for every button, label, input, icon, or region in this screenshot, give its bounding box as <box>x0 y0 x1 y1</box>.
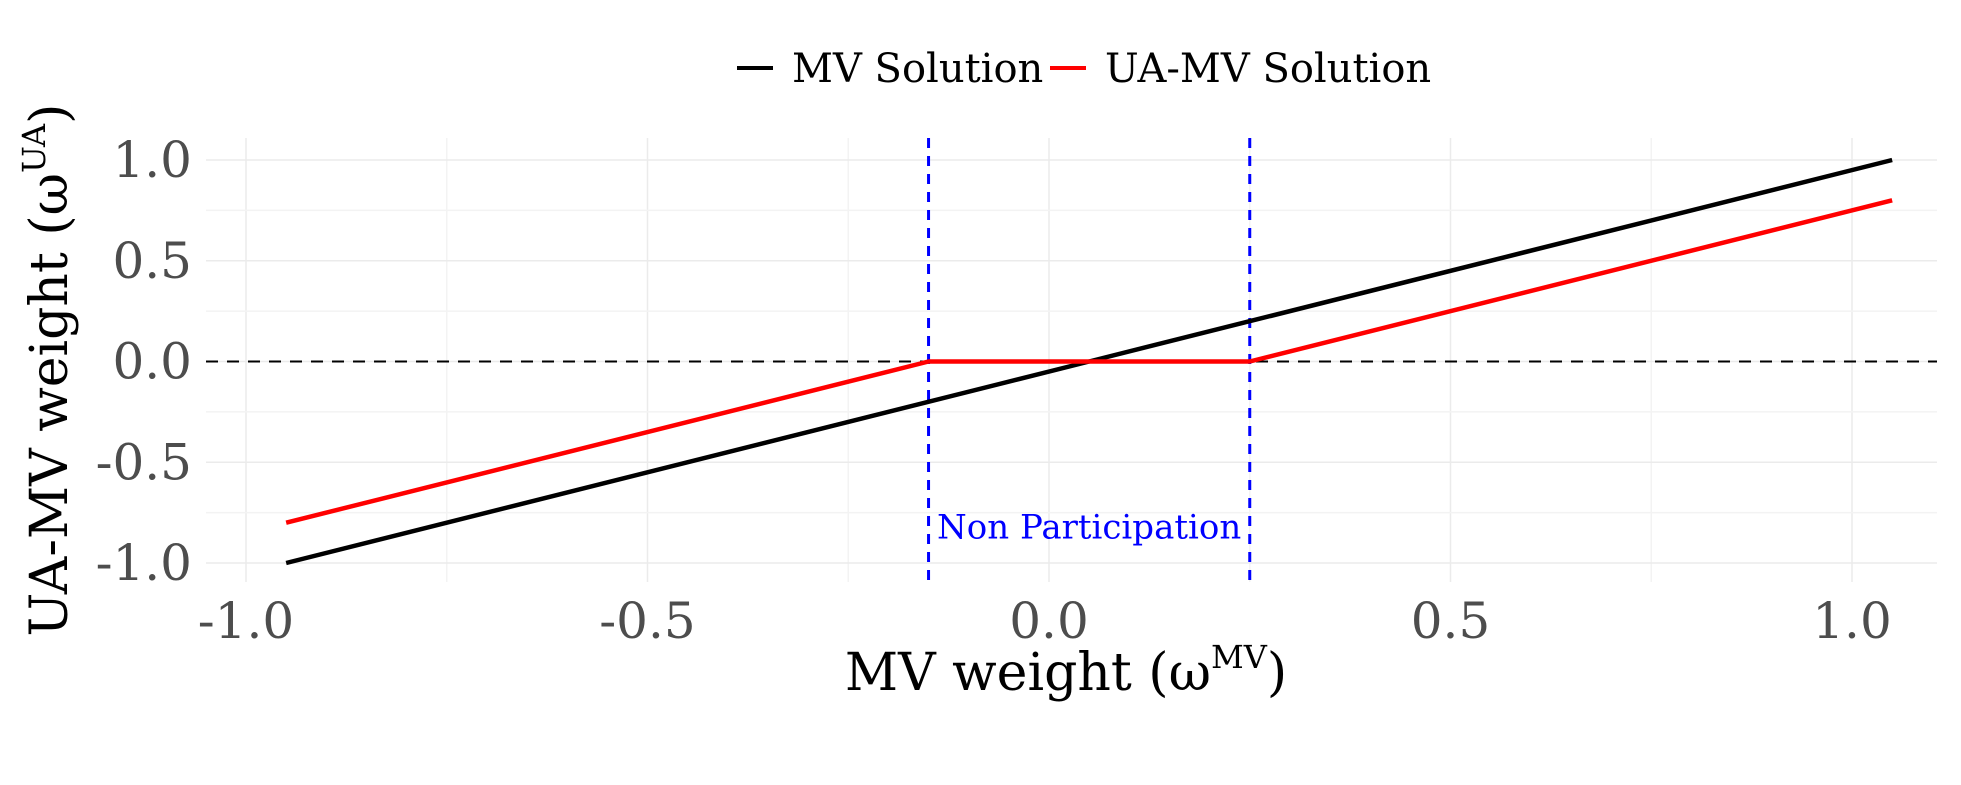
y-axis-ticks: -1.0 -0.5 0.0 0.5 1.0 <box>96 131 192 592</box>
y-tick-label: 0.5 <box>112 232 192 290</box>
y-tick-label: 0.0 <box>112 333 192 391</box>
y-axis-title-sup: UA <box>15 123 53 173</box>
legend-label-ua-mv: UA-MV Solution <box>1105 46 1431 92</box>
x-tick-label: -0.5 <box>599 592 695 650</box>
x-axis-title: MV weight (ωMV) <box>845 638 1287 703</box>
y-axis-title-main: UA-MV weight (ω <box>20 173 80 636</box>
y-axis-title-close: ) <box>20 104 80 124</box>
legend-label-mv: MV Solution <box>792 46 1043 92</box>
y-tick-label: 1.0 <box>112 131 192 189</box>
x-tick-label: -1.0 <box>198 592 294 650</box>
series-line-ua-mv <box>285 198 1893 525</box>
series-lines <box>285 157 1893 566</box>
x-tick-label: 0.5 <box>1411 592 1491 650</box>
x-tick-label: 0.0 <box>1009 592 1089 650</box>
y-tick-label: -1.0 <box>96 534 192 592</box>
y-axis-title: UA-MV weight (ωUA) <box>15 104 80 637</box>
x-axis-title-sup: MV <box>1211 638 1268 676</box>
x-tick-label: 1.0 <box>1812 592 1892 650</box>
legend: MV Solution UA-MV Solution <box>737 46 1431 92</box>
x-axis-title-close: ) <box>1267 643 1287 703</box>
x-axis-title-main: MV weight (ω <box>845 643 1211 703</box>
y-tick-label: -0.5 <box>96 433 192 491</box>
x-axis-ticks: -1.0 -0.5 0.0 0.5 1.0 <box>198 592 1892 650</box>
annotations: Non Participation <box>937 508 1241 548</box>
non-participation-label: Non Participation <box>937 508 1241 548</box>
